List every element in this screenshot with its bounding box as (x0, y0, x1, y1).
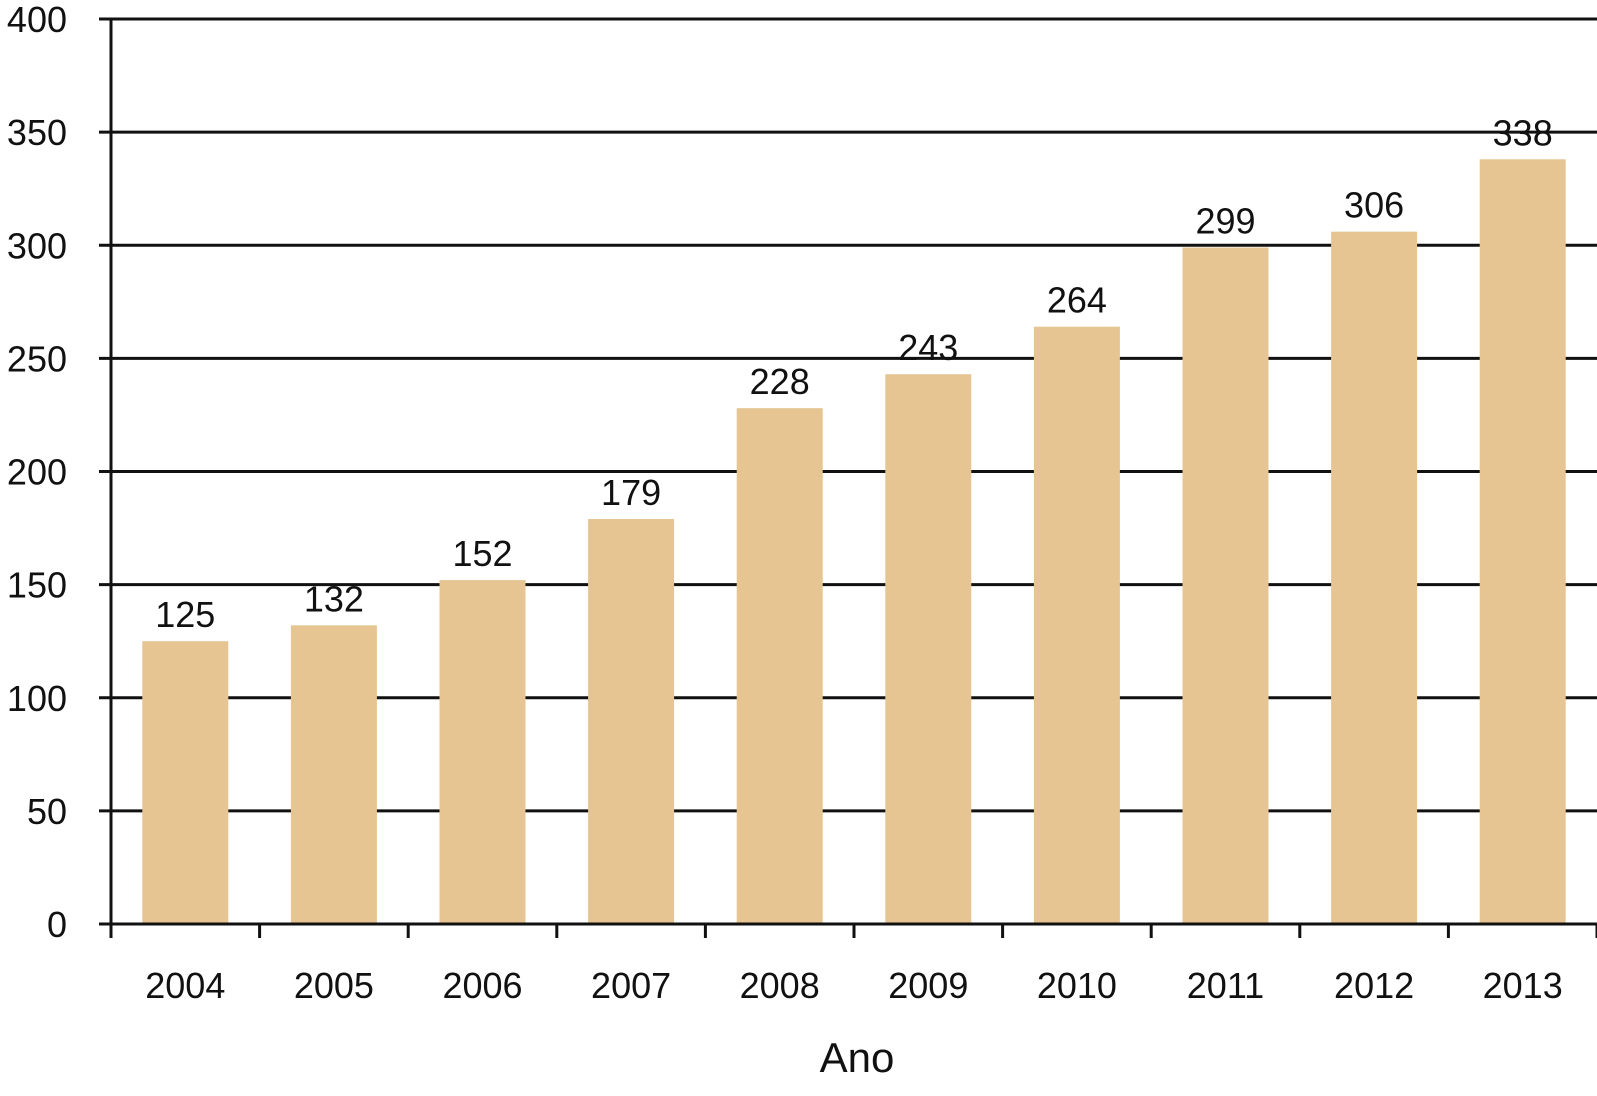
bar (588, 519, 675, 924)
y-tick-label: 200 (7, 452, 67, 493)
data-label: 228 (750, 361, 810, 402)
x-tick-label: 2011 (1187, 965, 1264, 1006)
data-label: 299 (1195, 201, 1255, 242)
y-tick-label: 400 (7, 0, 67, 40)
data-label: 179 (601, 472, 661, 513)
x-tick-labels: 2004 2005 2006 2007 2008 2009 2010 2011 2012 2013 (145, 965, 1562, 1006)
bar (290, 625, 377, 924)
x-tick-label: 2012 (1334, 965, 1414, 1006)
y-tick-label: 0 (47, 904, 67, 945)
x-tick-label: 2009 (888, 965, 968, 1006)
x-tick-label: 2010 (1037, 965, 1117, 1006)
x-tick-label: 2007 (591, 965, 671, 1006)
y-tick-label: 250 (7, 338, 67, 379)
bar (142, 641, 229, 924)
data-label: 264 (1047, 280, 1107, 321)
bar (1479, 159, 1566, 924)
bar (1331, 231, 1418, 925)
x-tick-label: 2008 (740, 965, 820, 1006)
y-tick-labels: 0 50 100 150 200 250 300 350 400 (7, 0, 67, 945)
data-label: 132 (304, 578, 364, 619)
y-tick-label: 150 (7, 565, 67, 606)
x-axis-title: Ano (820, 1034, 895, 1081)
y-tick-label: 100 (7, 678, 67, 719)
bar (736, 408, 823, 924)
x-tick-label: 2004 (145, 965, 225, 1006)
x-tick-label: 2013 (1483, 965, 1563, 1006)
data-label: 152 (452, 533, 512, 574)
x-tick-label: 2006 (442, 965, 522, 1006)
y-tick-label: 50 (27, 791, 67, 832)
data-label: 338 (1493, 112, 1553, 153)
data-label: 243 (898, 327, 958, 368)
y-tick-label: 300 (7, 225, 67, 266)
data-labels: 125 132 152 179 228 243 264 299 306 338 (155, 112, 1552, 635)
x-tick-label: 2005 (294, 965, 374, 1006)
bars (142, 159, 1566, 925)
bar (439, 580, 526, 924)
data-label: 125 (155, 594, 215, 635)
bar (885, 374, 972, 924)
bar (1033, 326, 1120, 924)
data-label: 306 (1344, 185, 1404, 226)
y-tick-label: 350 (7, 112, 67, 153)
axes (99, 17, 1597, 938)
bar (1182, 247, 1269, 924)
